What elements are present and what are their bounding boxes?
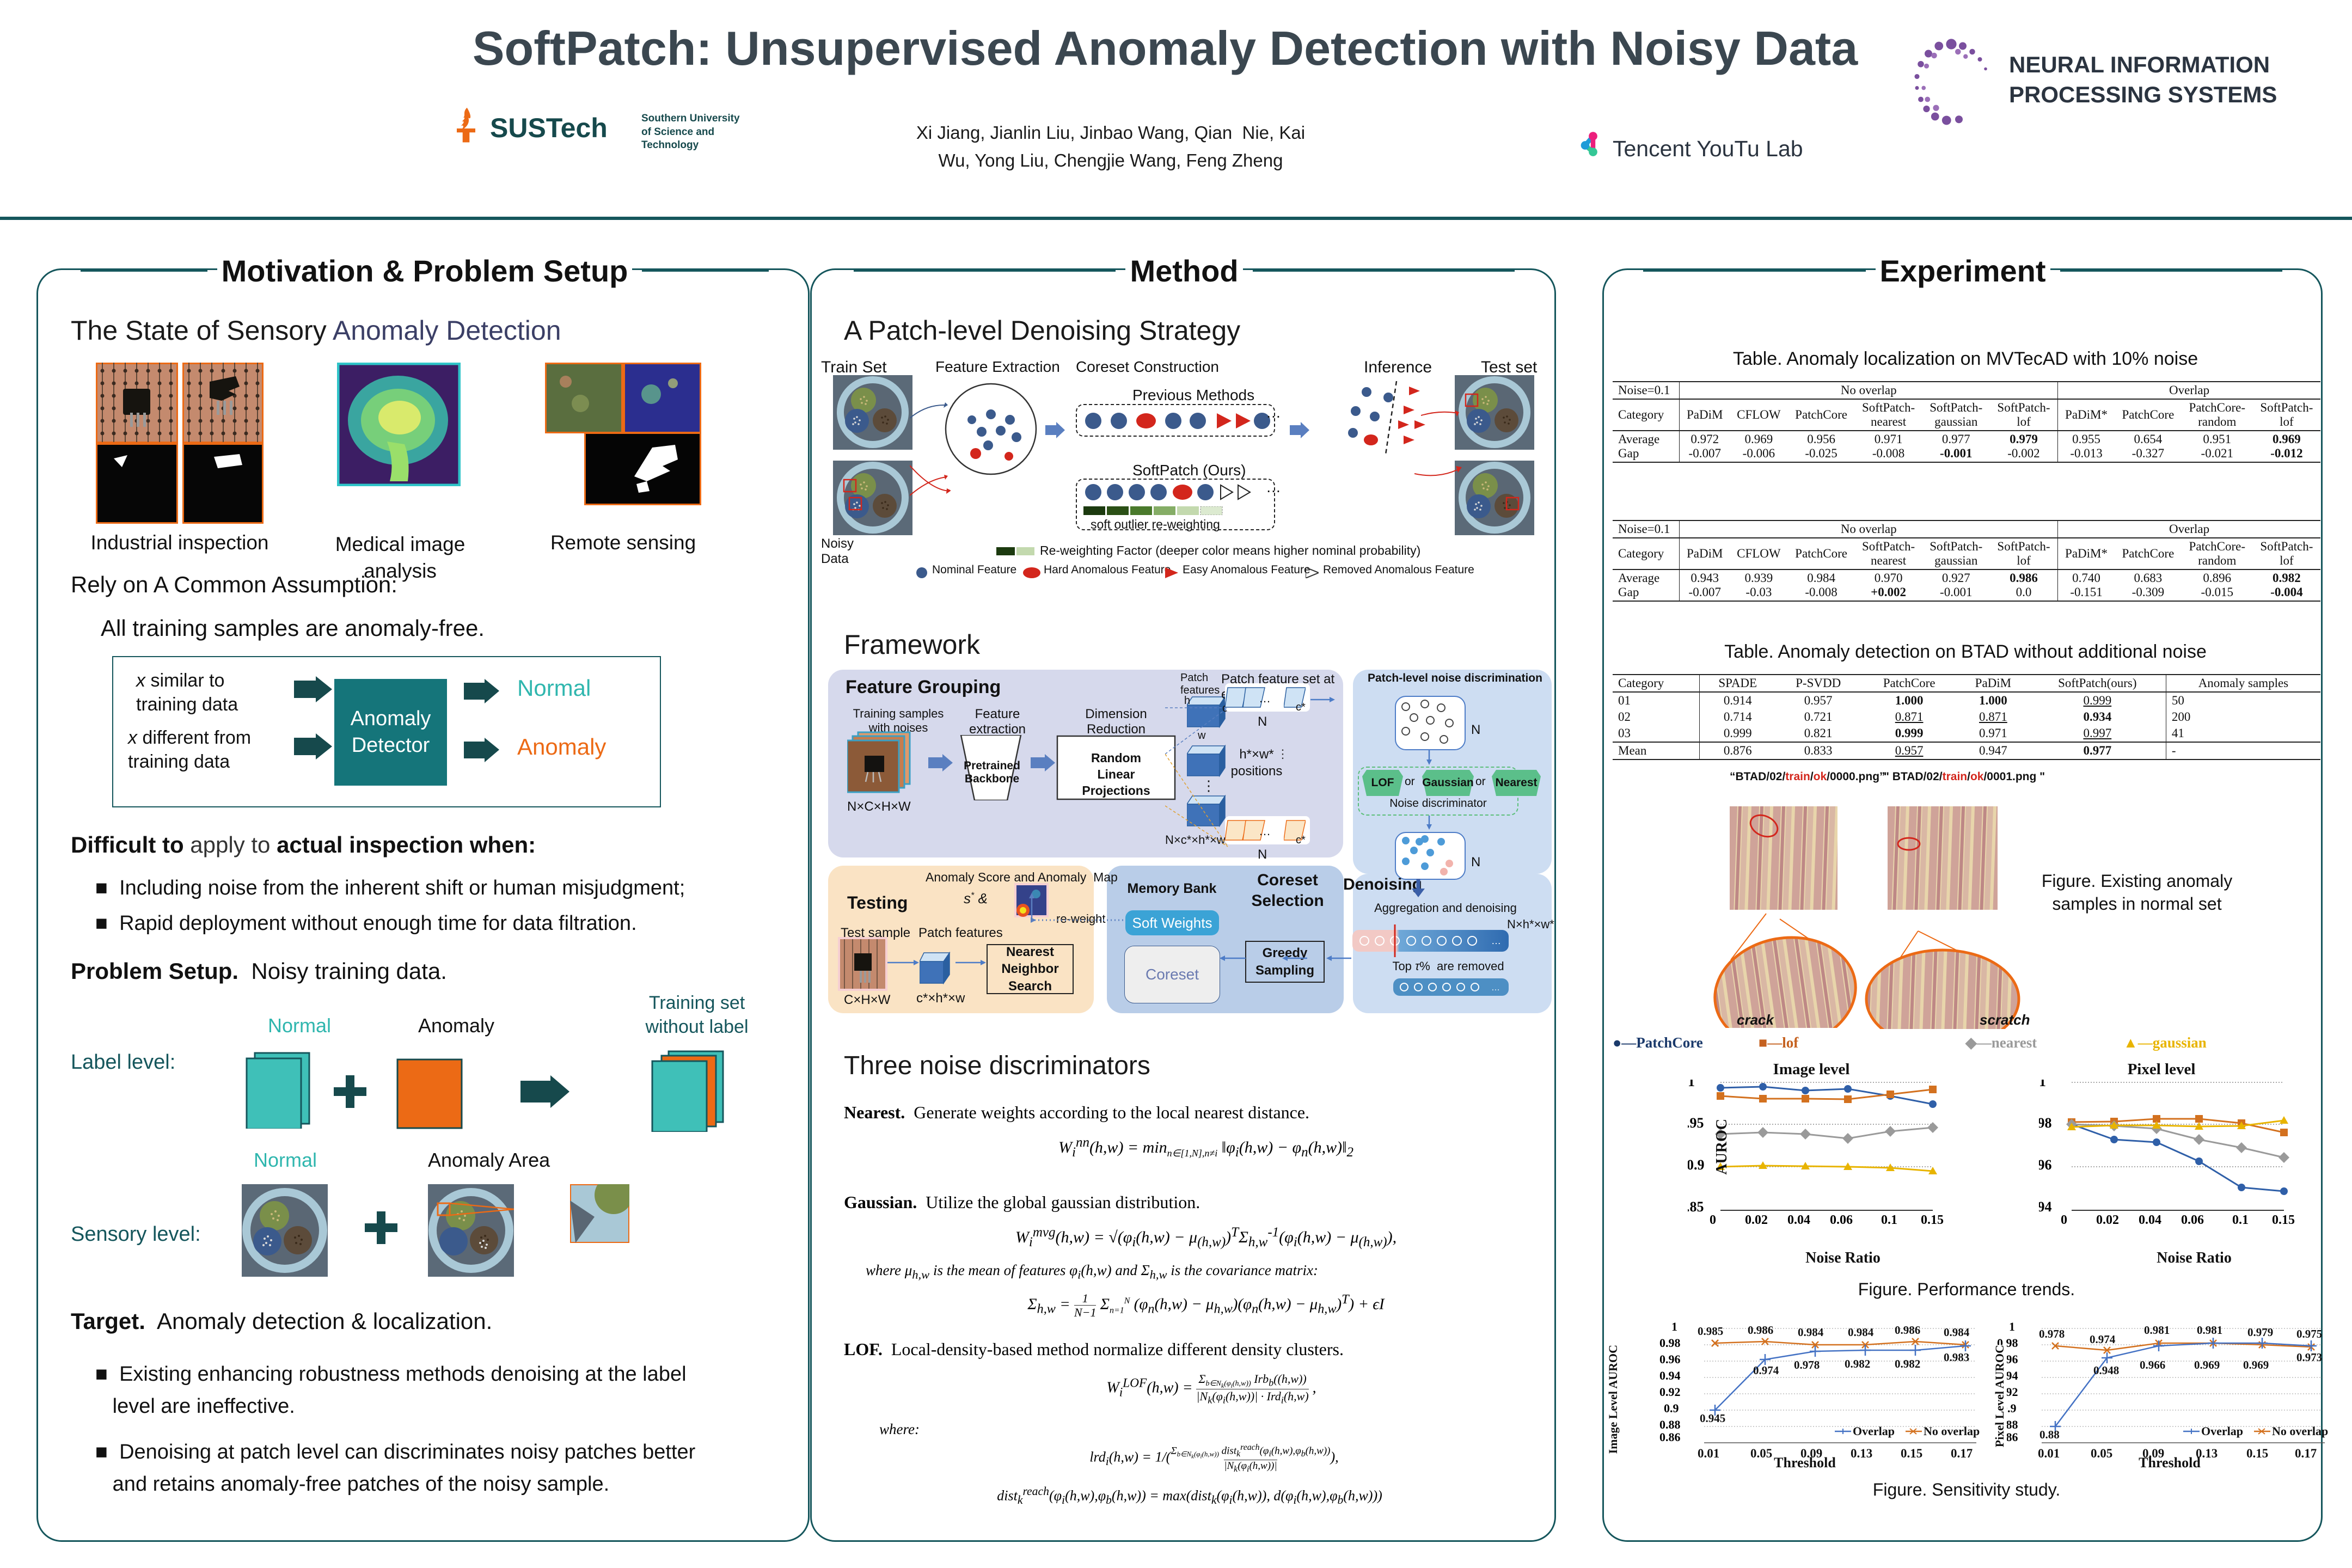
svg-text:0.01: 0.01 bbox=[1698, 1447, 1719, 1460]
svg-text:0.15: 0.15 bbox=[2246, 1447, 2268, 1460]
svg-text:0.04: 0.04 bbox=[1787, 1213, 1810, 1227]
svg-text:0.981: 0.981 bbox=[2144, 1324, 2170, 1337]
svg-text:0.02: 0.02 bbox=[2096, 1213, 2119, 1227]
svg-text:0.9: 0.9 bbox=[1664, 1401, 1679, 1415]
svg-text:0.985: 0.985 bbox=[1698, 1325, 1723, 1338]
svg-text:0.01: 0.01 bbox=[2038, 1447, 2060, 1460]
svg-text:0.95: 0.95 bbox=[1688, 1115, 1704, 1131]
svg-text:0.1: 0.1 bbox=[1881, 1213, 1897, 1227]
svg-text:No overlap: No overlap bbox=[2272, 1424, 2328, 1438]
svg-text:1: 1 bbox=[2039, 1080, 2046, 1089]
svg-text:0.98: 0.98 bbox=[2039, 1115, 2052, 1131]
svg-text:0.973: 0.973 bbox=[2296, 1351, 2322, 1364]
svg-text:0.979: 0.979 bbox=[2247, 1326, 2273, 1339]
svg-text:0.96: 0.96 bbox=[1659, 1352, 1681, 1366]
svg-text:0.1: 0.1 bbox=[2232, 1213, 2249, 1227]
svg-text:0.15: 0.15 bbox=[1921, 1213, 1944, 1227]
svg-text:0.17: 0.17 bbox=[2295, 1447, 2317, 1460]
svg-text:0.948: 0.948 bbox=[2093, 1364, 2119, 1377]
svg-text:0: 0 bbox=[1710, 1213, 1716, 1227]
svg-text:1: 1 bbox=[2009, 1320, 2015, 1333]
svg-text:0.02: 0.02 bbox=[1745, 1213, 1768, 1227]
svg-text:0.945: 0.945 bbox=[1700, 1412, 1725, 1425]
svg-text:0.975: 0.975 bbox=[2296, 1327, 2322, 1340]
svg-text:…: … bbox=[1491, 983, 1500, 993]
svg-text:0.13: 0.13 bbox=[1851, 1447, 1872, 1460]
svg-text:0: 0 bbox=[2061, 1213, 2067, 1227]
svg-text:1: 1 bbox=[1671, 1320, 1677, 1333]
svg-text:Overlap: Overlap bbox=[2201, 1424, 2243, 1438]
svg-text:0.986: 0.986 bbox=[1748, 1324, 1773, 1337]
svg-text:0.974: 0.974 bbox=[1753, 1364, 1779, 1377]
svg-text:…: … bbox=[1491, 935, 1501, 946]
svg-text:0.88: 0.88 bbox=[1659, 1418, 1681, 1431]
svg-text:0.15: 0.15 bbox=[2272, 1213, 2295, 1227]
svg-text:0.978: 0.978 bbox=[2039, 1327, 2065, 1340]
svg-text:0.984: 0.984 bbox=[1848, 1326, 1874, 1339]
svg-text:No overlap: No overlap bbox=[1924, 1424, 1980, 1438]
svg-text:0.94: 0.94 bbox=[2039, 1199, 2052, 1215]
svg-text:0.974: 0.974 bbox=[2090, 1333, 2116, 1346]
svg-text:1: 1 bbox=[1688, 1080, 1695, 1089]
svg-text:0.978: 0.978 bbox=[1794, 1358, 1820, 1371]
svg-text:0.982: 0.982 bbox=[1895, 1357, 1920, 1370]
svg-text:0.17: 0.17 bbox=[1951, 1447, 1973, 1460]
svg-text:0.06: 0.06 bbox=[1830, 1213, 1853, 1227]
svg-text:0.981: 0.981 bbox=[2197, 1324, 2222, 1337]
svg-text:0.98: 0.98 bbox=[1659, 1336, 1681, 1350]
svg-text:0.05: 0.05 bbox=[1750, 1447, 1772, 1460]
svg-text:0.9: 0.9 bbox=[1688, 1157, 1705, 1173]
svg-text:0.969: 0.969 bbox=[2243, 1358, 2269, 1371]
svg-text:0.06: 0.06 bbox=[2181, 1213, 2204, 1227]
svg-text:0.92: 0.92 bbox=[1659, 1385, 1681, 1399]
svg-text:0.86: 0.86 bbox=[1659, 1430, 1681, 1444]
svg-text:0.966: 0.966 bbox=[2140, 1358, 2165, 1371]
svg-text:0.15: 0.15 bbox=[1901, 1447, 1922, 1460]
svg-text:0.969: 0.969 bbox=[2194, 1358, 2220, 1371]
svg-text:0.85: 0.85 bbox=[1688, 1199, 1704, 1215]
svg-text:0.986: 0.986 bbox=[1895, 1324, 1920, 1337]
svg-text:0.96: 0.96 bbox=[2039, 1157, 2052, 1173]
svg-text:Overlap: Overlap bbox=[1853, 1424, 1895, 1438]
svg-text:0.984: 0.984 bbox=[1798, 1326, 1824, 1339]
svg-text:0.982: 0.982 bbox=[1845, 1357, 1870, 1370]
svg-text:0.984: 0.984 bbox=[1944, 1326, 1970, 1339]
svg-text:0.09: 0.09 bbox=[1800, 1447, 1822, 1460]
svg-text:0.88: 0.88 bbox=[2039, 1428, 2060, 1441]
svg-text:0.983: 0.983 bbox=[1944, 1351, 1969, 1364]
svg-text:0.04: 0.04 bbox=[2139, 1213, 2161, 1227]
svg-text:0.94: 0.94 bbox=[1659, 1369, 1681, 1382]
